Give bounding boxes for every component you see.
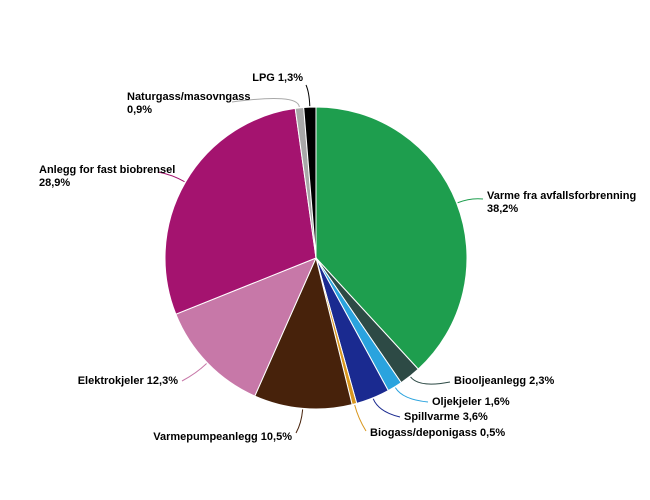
slice-label-name: Varme fra avfallsforbrenning [487, 190, 637, 202]
slice-label-anlegg-for-fast-biobrensel: Anlegg for fast biobrensel 28,9% [39, 164, 175, 190]
leader-line-anlegg-for-fast-biobrensel [157, 171, 185, 183]
slice-label-varme-fra-avfallsforbrenning: Varme fra avfallsforbrenning 38,2% [487, 190, 636, 216]
slice-label-varmepumpeanlegg: Varmepumpeanlegg 10,5% [153, 431, 292, 443]
leader-line-lpg [305, 84, 311, 107]
slice-label-value: 0,9% [127, 104, 153, 116]
leader-line-varme-fra-avfallsforbrenning [457, 198, 484, 204]
leader-line-oljekjeler [394, 387, 429, 403]
leader-line-varmepumpeanlegg [295, 409, 304, 434]
slice-label-biogass-deponigass: Biogass/deponigass 0,5% [370, 427, 506, 439]
leader-line-elektrokjeler [181, 363, 207, 382]
slice-label-oljekjeler: Oljekjeler 1,6% [432, 396, 510, 408]
pie-slice-lpg[interactable] [303, 106, 317, 259]
leader-line-spillvarme [372, 398, 401, 418]
slice-label-name: Naturgass/masovngass [127, 91, 251, 103]
pie-slice-varme-fra-avfallsforbrenning[interactable] [315, 106, 468, 370]
leader-line-naturgass-masovngass [231, 98, 300, 108]
pie-slice-anlegg-for-fast-biobrensel[interactable] [164, 107, 317, 315]
slice-label-spillvarme: Spillvarme 3,6% [404, 411, 488, 423]
leader-line-biooljeanlegg [410, 376, 451, 385]
slice-label-elektrokjeler: Elektrokjeler 12,3% [77, 375, 178, 387]
leader-line-biogass-deponigass [354, 404, 367, 432]
slice-label-naturgass-masovngass: Naturgass/masovngass 0,9% [127, 91, 251, 117]
slice-label-biooljeanlegg: Biooljeanlegg 2,3% [454, 375, 555, 387]
slice-label-value: 38,2% [487, 203, 519, 215]
slice-label-name: Anlegg for fast biobrensel [39, 164, 176, 176]
pie-slice-elektrokjeler[interactable] [175, 257, 317, 397]
slice-label-value: 28,9% [39, 177, 71, 189]
slice-label-lpg: LPG 1,3% [252, 72, 303, 84]
pie-slice-varmepumpeanlegg[interactable] [254, 256, 353, 410]
